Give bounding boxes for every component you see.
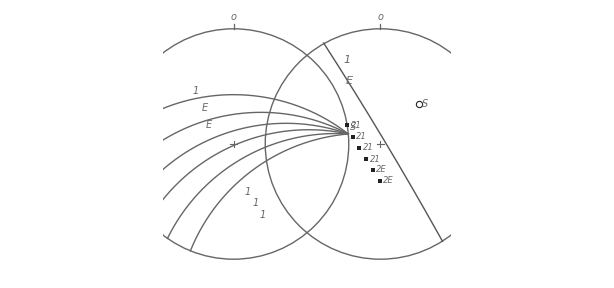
Text: 21: 21 [363,143,373,152]
Text: 1: 1 [252,198,258,208]
Text: S: S [349,122,356,132]
Text: S: S [422,99,429,109]
Text: 21: 21 [351,121,361,130]
Text: 1: 1 [344,56,351,65]
Text: 1: 1 [193,86,200,96]
Text: 2E: 2E [383,176,394,185]
Text: 21: 21 [370,155,381,164]
Text: o: o [231,12,236,22]
Text: 1: 1 [245,187,251,196]
Text: 1: 1 [259,210,265,219]
Text: o: o [378,12,383,22]
Text: 21: 21 [356,132,367,141]
Text: E: E [206,120,212,130]
Text: E: E [201,103,208,113]
Text: E: E [346,76,353,86]
Text: 2E: 2E [376,165,387,175]
